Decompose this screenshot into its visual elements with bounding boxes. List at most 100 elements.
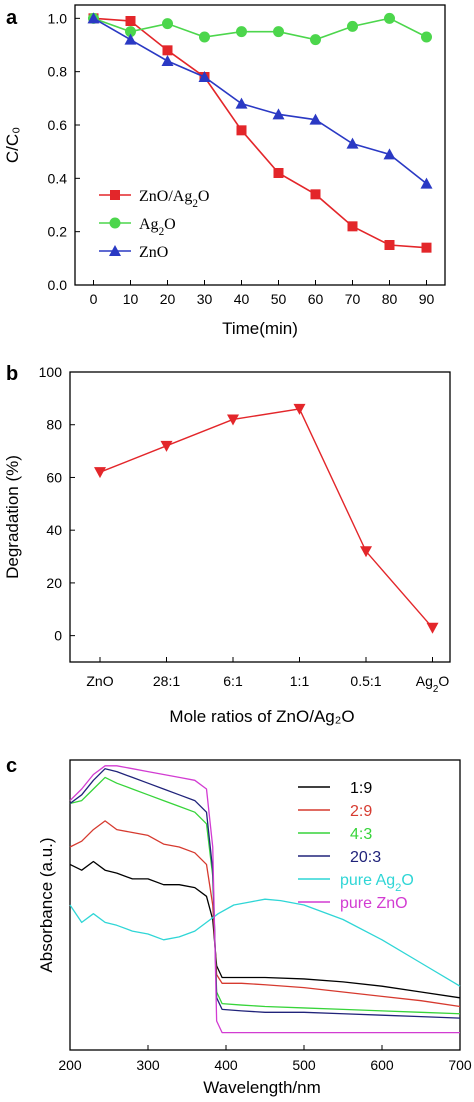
panel-a-ytick-label: 0.8 [48, 64, 68, 80]
panel-a-xtick-label: 90 [419, 291, 435, 307]
panel-b-xtick-label: 28:1 [153, 673, 180, 689]
panel-a-xtick-label: 70 [345, 291, 361, 307]
panel-b-xtick-label: ZnO [86, 673, 113, 689]
panel-a-data-point [199, 31, 210, 43]
panel-a-data-point [272, 108, 285, 120]
panel-b-data-point [160, 440, 173, 452]
panel-c-xtick-label: 200 [58, 1057, 82, 1073]
panel-a-data-point [125, 16, 136, 26]
panel-b-data-point [293, 403, 306, 415]
panel-b-letter: b [6, 363, 18, 385]
panel-a-letter: a [6, 7, 18, 29]
panel-b-ytick-label: 20 [46, 575, 62, 591]
panel-a-legend-label: ZnO [139, 244, 168, 261]
panel-b-frame [69, 371, 451, 663]
panel-a-data-point [125, 26, 136, 38]
panel-b-chart: b 0 20 40 60 80 100 ZnO 28:1 6:1 1:1 0.5:1 Ag2O Mol… [3, 363, 451, 726]
panel-a-series-line [93, 17, 427, 185]
panel-c-xtick-label: 300 [136, 1057, 160, 1073]
panel-a-xtick-label: 30 [197, 291, 213, 307]
panel-c-legend-label: 1:9 [350, 780, 372, 797]
panel-b-data-point [227, 414, 239, 426]
panel-c-spectrum-line [69, 776, 461, 1015]
panel-b-ytick-label: 0 [54, 628, 62, 644]
panel-a-legend-marker [109, 217, 121, 229]
panel-a-legend-marker [110, 190, 120, 200]
panel-c-legend-label: 4:3 [350, 826, 372, 843]
panel-c-spectrum-line [69, 820, 461, 1008]
panel-a-xtick-label: 80 [382, 291, 398, 307]
panel-a-data-point [309, 113, 322, 125]
panel-c-spectrum-line [69, 898, 461, 987]
panel-a-data-point [124, 33, 137, 45]
panel-b-ytick-label: 100 [39, 364, 63, 380]
panel-c-legend-label: pure Ag2O [340, 872, 414, 894]
panel-b-ytick-label: 60 [46, 469, 62, 485]
panel-c-legend-label: 20:3 [350, 849, 381, 866]
panel-a-ytick-label: 0.4 [48, 170, 68, 186]
panel-a-chart: a 0 10 20 30 40 50 60 70 80 900.00.20.40.60.81.0 … [3, 4, 446, 338]
panel-a-data-point [384, 12, 395, 24]
panel-a-ytick-label: 0.2 [48, 224, 68, 240]
panel-a-xtick-label: 40 [234, 291, 250, 307]
panel-a-data-point [87, 12, 100, 24]
panel-b-xtick-label: Ag2O [416, 673, 450, 695]
panel-a-data-point [162, 18, 173, 30]
panel-a-data-point [421, 31, 432, 43]
panel-a-data-point [236, 125, 247, 136]
panel-c-spectrum-line [69, 765, 460, 1034]
panel-a-data-point [347, 20, 358, 32]
panel-c-xtick-label: 700 [448, 1057, 472, 1073]
panel-c-xtick-label: 400 [214, 1057, 238, 1073]
panel-a-ylabel: C/C₀ [3, 127, 22, 163]
panel-c-xtick-label: 500 [292, 1057, 316, 1073]
panel-a-series-line [93, 17, 427, 41]
panel-a-ytick-label: 1.0 [48, 10, 68, 26]
panel-a-data-point [235, 97, 248, 109]
panel-a-data-point [161, 55, 174, 66]
panel-b-xtick-label: 0.5:1 [350, 673, 381, 689]
panel-c-legend-label: pure ZnO [340, 895, 408, 912]
panel-b-data-point [94, 467, 106, 479]
panel-b-data-point [360, 546, 372, 558]
panel-c-legend-label: 2:9 [350, 803, 372, 820]
panel-c-xtick-label: 600 [370, 1057, 394, 1073]
panel-b-xlabel: Mole ratios of ZnO/Ag₂O [169, 707, 354, 726]
panel-a-xtick-label: 0 [90, 291, 98, 307]
panel-a-xtick-label: 10 [123, 291, 139, 307]
panel-b-series-line [99, 408, 434, 629]
panel-a-data-point [236, 26, 247, 38]
panel-a-xtick-label: 60 [308, 291, 324, 307]
panel-a-data-point [420, 177, 433, 189]
panel-a-data-point [346, 137, 359, 149]
panel-b-xtick-label: 1:1 [290, 673, 310, 689]
panel-a-series-line [93, 17, 427, 249]
panel-b-ylabel: Degradation (%) [3, 455, 22, 579]
panel-a-data-point [384, 240, 395, 250]
panel-c-chart: c 200 300 400 500 600 700 Wavelength/nm Absor… [6, 755, 472, 1097]
panel-a-data-point [347, 221, 358, 232]
panel-b-ytick-label: 80 [46, 417, 62, 433]
panel-a-data-point [162, 45, 173, 56]
panel-a-data-point [421, 242, 432, 253]
panel-a-data-point [310, 189, 321, 200]
panel-a-xlabel: Time(min) [222, 319, 298, 338]
panel-a-legend-marker [109, 245, 121, 256]
panel-b-xtick-label: 6:1 [223, 673, 243, 689]
panel-c-ylabel: Absorbance (a.u.) [37, 837, 56, 972]
panel-a-xtick-label: 20 [160, 291, 176, 307]
panel-a-data-point [273, 26, 284, 38]
panel-a-ytick-label: 0.6 [48, 117, 68, 133]
panel-a-data-point [198, 71, 211, 82]
panel-a-xtick-label: 50 [271, 291, 287, 307]
panel-c-letter: c [6, 755, 17, 777]
panel-a-data-point [310, 34, 321, 46]
panel-a-data-point [383, 148, 396, 160]
panel-c-xlabel: Wavelength/nm [203, 1078, 320, 1097]
panel-b-data-point [426, 622, 439, 634]
panel-a-ytick-label: 0.0 [48, 277, 68, 293]
panel-a-data-point [273, 168, 284, 178]
panel-a-legend-label: Ag2O [139, 216, 176, 238]
panel-a-legend-label: ZnO/Ag2O [139, 188, 209, 210]
